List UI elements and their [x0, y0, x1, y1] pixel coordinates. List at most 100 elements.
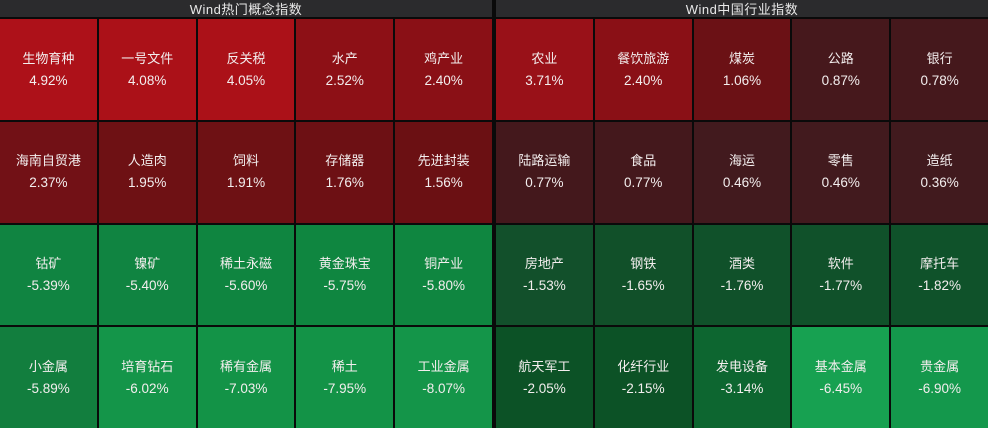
index-change-percent: 0.36% — [920, 175, 959, 191]
index-change-percent: -8.07% — [422, 380, 465, 396]
heatmap-cell[interactable]: 反关税 4.05% — [197, 19, 295, 120]
index-name: 海南自贸港 — [15, 153, 81, 169]
heatmap-cell[interactable]: 水产 2.52% — [296, 19, 394, 120]
heatmap-cell[interactable]: 鸡产业 2.40% — [395, 19, 492, 120]
index-name: 零售 — [827, 153, 854, 169]
heatmap-cell[interactable]: 化纤行业 -2.15% — [594, 327, 692, 428]
index-change-percent: 0.77% — [525, 175, 564, 191]
index-name: 一号文件 — [121, 50, 174, 66]
heatmap-cell[interactable]: 贵金属 -6.90% — [891, 327, 988, 428]
heatmap-cell[interactable]: 黄金珠宝 -5.75% — [296, 224, 394, 326]
index-change-percent: -1.65% — [621, 278, 665, 294]
index-change-percent: -5.75% — [323, 278, 367, 294]
index-name: 基本金属 — [814, 358, 867, 374]
index-change-percent: 0.46% — [722, 175, 762, 191]
heatmap-cell[interactable]: 基本金属 -6.45% — [792, 327, 890, 428]
heatmap-cell[interactable]: 小金属 -5.89% — [0, 327, 97, 428]
index-change-percent: -1.53% — [523, 278, 566, 294]
index-name: 钴矿 — [35, 256, 62, 272]
heatmap-cell[interactable]: 航天军工 -2.05% — [496, 327, 593, 428]
index-change-percent: 2.40% — [424, 72, 463, 88]
index-change-percent: -7.95% — [323, 380, 367, 396]
heatmap-cell[interactable]: 银行 0.78% — [891, 19, 988, 120]
index-change-percent: 1.91% — [226, 175, 266, 191]
index-name: 航天军工 — [518, 358, 571, 374]
heatmap-cell[interactable]: 农业 3.71% — [496, 19, 593, 120]
index-name: 饲料 — [232, 153, 259, 169]
index-change-percent: -1.76% — [720, 278, 764, 294]
heatmap-cell[interactable]: 稀土永磁 -5.60% — [197, 224, 295, 326]
index-change-percent: -5.80% — [422, 278, 465, 294]
heatmap-cell[interactable]: 镍矿 -5.40% — [98, 224, 196, 326]
industry-index-heatmap: 农业 3.71% 餐饮旅游 2.40% 煤炭 1.06% 公路 0.87% 银行 0.78% 陆路运… — [496, 19, 988, 428]
heatmap-cell[interactable]: 一号文件 4.08% — [98, 19, 196, 120]
index-name: 铜产业 — [424, 256, 464, 272]
concept-index-section-title: Wind热门概念指数 — [0, 0, 492, 17]
index-change-percent: -5.89% — [27, 380, 70, 396]
heatmap-cell[interactable]: 海南自贸港 2.37% — [0, 121, 97, 223]
index-name: 鸡产业 — [424, 50, 464, 66]
index-name: 镍矿 — [134, 256, 161, 272]
index-name: 小金属 — [28, 358, 68, 374]
index-name: 反关税 — [226, 50, 266, 66]
index-name: 酒类 — [728, 256, 755, 272]
heatmap-cell[interactable]: 食品 0.77% — [594, 121, 692, 223]
index-change-percent: -2.05% — [523, 380, 566, 396]
header-divider — [492, 0, 496, 17]
heatmap-cell[interactable]: 培育钻石 -6.02% — [98, 327, 196, 428]
index-change-percent: 1.56% — [424, 175, 463, 191]
index-name: 软件 — [827, 256, 854, 272]
heatmap-cell[interactable]: 钢铁 -1.65% — [594, 224, 692, 326]
heatmap-cell[interactable]: 煤炭 1.06% — [693, 19, 791, 120]
index-name: 水产 — [331, 50, 358, 66]
heatmap-cell[interactable]: 发电设备 -3.14% — [693, 327, 791, 428]
heatmap-headers: Wind热门概念指数 Wind中国行业指数 — [0, 0, 988, 19]
index-change-percent: 2.40% — [624, 72, 663, 88]
section-divider — [492, 19, 496, 428]
concept-index-heatmap: 生物育种 4.92% 一号文件 4.08% 反关税 4.05% 水产 2.52% 鸡产业 2.40… — [0, 19, 492, 428]
heatmap-cell[interactable]: 钴矿 -5.39% — [0, 224, 97, 326]
index-name: 房地产 — [524, 256, 564, 272]
index-change-percent: -7.03% — [224, 380, 268, 396]
index-change-percent: 4.08% — [128, 72, 167, 88]
heatmap-cell[interactable]: 造纸 0.36% — [891, 121, 988, 223]
heatmap-cell[interactable]: 房地产 -1.53% — [496, 224, 593, 326]
heatmap-cell[interactable]: 生物育种 4.92% — [0, 19, 97, 120]
heatmap-cell[interactable]: 软件 -1.77% — [792, 224, 890, 326]
index-change-percent: 1.06% — [722, 72, 762, 88]
index-change-percent: -6.90% — [918, 380, 961, 396]
index-change-percent: 4.92% — [29, 72, 68, 88]
heatmap-cell[interactable]: 工业金属 -8.07% — [395, 327, 492, 428]
heatmap-grids: 生物育种 4.92% 一号文件 4.08% 反关税 4.05% 水产 2.52% 鸡产业 2.40… — [0, 19, 988, 428]
heatmap-cell[interactable]: 公路 0.87% — [792, 19, 890, 120]
heatmap-cell[interactable]: 饲料 1.91% — [197, 121, 295, 223]
heatmap-cell[interactable]: 稀有金属 -7.03% — [197, 327, 295, 428]
index-change-percent: 1.76% — [325, 175, 364, 191]
heatmap-cell[interactable]: 酒类 -1.76% — [693, 224, 791, 326]
heatmap-cell[interactable]: 摩托车 -1.82% — [891, 224, 988, 326]
index-change-percent: -1.82% — [918, 278, 961, 294]
heatmap-cell[interactable]: 人造肉 1.95% — [98, 121, 196, 223]
index-change-percent: -6.45% — [819, 380, 863, 396]
index-change-percent: -5.39% — [27, 278, 70, 294]
heatmap-cell[interactable]: 稀土 -7.95% — [296, 327, 394, 428]
heatmap-cell[interactable]: 存储器 1.76% — [296, 121, 394, 223]
index-name: 银行 — [926, 50, 953, 66]
index-change-percent: 1.95% — [128, 175, 167, 191]
index-change-percent: -6.02% — [125, 380, 169, 396]
heatmap-cell[interactable]: 海运 0.46% — [693, 121, 791, 223]
index-name: 生物育种 — [22, 50, 75, 66]
index-change-percent: 0.77% — [624, 175, 663, 191]
heatmap-cell[interactable]: 铜产业 -5.80% — [395, 224, 492, 326]
heatmap-cell[interactable]: 餐饮旅游 2.40% — [594, 19, 692, 120]
heatmap-cell[interactable]: 零售 0.46% — [792, 121, 890, 223]
index-name: 人造肉 — [127, 153, 167, 169]
index-name: 公路 — [827, 50, 854, 66]
heatmap-cell[interactable]: 陆路运输 0.77% — [496, 121, 593, 223]
index-name: 摩托车 — [920, 256, 960, 272]
index-name: 餐饮旅游 — [617, 50, 670, 66]
index-change-percent: 0.87% — [821, 72, 860, 88]
index-change-percent: 2.52% — [325, 72, 364, 88]
heatmap-cell[interactable]: 先进封装 1.56% — [395, 121, 492, 223]
